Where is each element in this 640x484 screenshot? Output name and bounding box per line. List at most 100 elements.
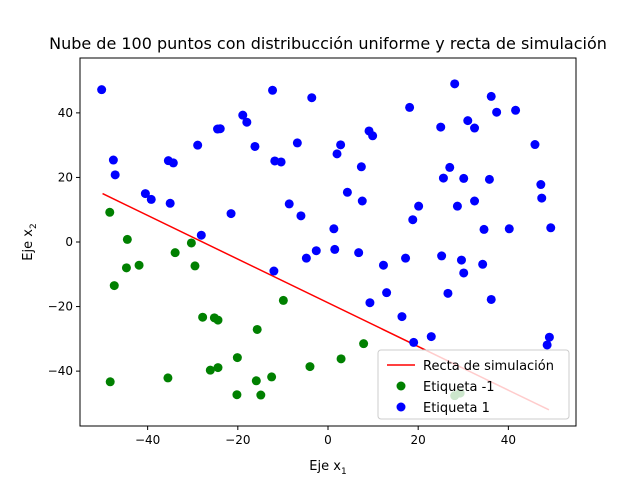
point-label-pos [452,201,462,211]
point-label-neg [134,260,144,270]
point-label-neg [359,339,369,349]
x-tick-label: 40 [501,433,516,447]
point-label-pos [110,170,120,180]
point-label-pos [408,215,418,225]
point-label-pos [456,255,466,265]
point-label-pos [238,110,248,120]
legend-green-swatch [396,381,406,391]
point-label-neg [109,281,119,291]
x-tick-label: −20 [225,433,250,447]
legend: Recta de simulación Etiqueta -1 Etiqueta… [377,349,570,420]
legend-green-label: Etiqueta -1 [423,380,495,395]
points-layer [97,79,556,401]
point-label-neg [213,315,223,325]
point-label-neg [170,248,180,258]
point-label-pos [544,332,554,342]
point-label-pos [336,140,346,150]
point-label-neg [278,295,288,305]
point-label-pos [168,158,178,168]
point-label-neg [232,390,242,400]
point-label-pos [269,266,279,276]
point-label-pos [357,196,367,206]
point-label-neg [186,238,196,248]
point-label-pos [276,157,286,167]
point-label-pos [546,223,556,233]
legend-box [377,349,570,420]
point-label-pos [226,209,236,219]
point-label-neg [122,234,132,244]
point-label-pos [382,288,392,298]
point-label-neg [256,390,266,400]
point-label-pos [301,253,311,263]
point-label-pos [329,224,339,234]
point-label-pos [97,85,107,95]
point-label-pos [437,251,447,261]
point-label-neg [105,377,115,387]
point-label-pos [459,173,469,183]
point-label-pos [330,244,340,254]
legend-blue-label: Etiqueta 1 [423,401,490,416]
y-tick-label: 20 [58,170,73,184]
point-label-pos [242,117,252,127]
point-label-pos [542,340,552,350]
point-label-neg [252,324,262,334]
point-label-pos [486,91,496,101]
point-label-pos [536,180,546,190]
point-label-neg [190,261,200,271]
point-label-pos [478,259,488,269]
point-label-pos [250,141,260,151]
point-label-neg [205,365,215,375]
point-label-pos [463,116,473,126]
point-label-pos [284,199,294,209]
point-label-pos [537,193,547,203]
point-label-pos [470,196,480,206]
point-label-pos [445,162,455,172]
point-label-pos [146,194,156,204]
x-tick-label: 0 [324,433,332,447]
point-label-pos [196,230,206,240]
point-label-neg [121,263,131,273]
point-label-pos [378,260,388,270]
point-label-neg [213,363,223,373]
point-label-pos [311,246,321,256]
point-label-pos [365,298,375,308]
point-label-pos [426,332,436,342]
point-label-pos [479,224,489,234]
point-label-pos [459,268,469,278]
legend-line-label: Recta de simulación [423,359,554,374]
x-axis-label: Eje x1 [309,459,346,477]
y-tick-label: 40 [58,106,73,120]
point-label-neg [336,354,346,364]
point-label-neg [305,362,315,372]
point-label-neg [251,376,261,386]
point-label-neg [163,373,173,383]
point-label-neg [232,353,242,363]
point-label-neg [105,207,115,217]
point-label-pos [397,312,407,322]
point-label-pos [486,294,496,304]
point-label-pos [443,288,453,298]
point-label-pos [165,198,175,208]
point-label-pos [108,155,118,165]
point-label-pos [484,174,494,184]
y-tick-label: 0 [65,235,73,249]
axis-ticks: −40 −20 0 20 40 −40 −20 0 20 40 [48,106,516,447]
point-label-pos [470,123,480,133]
point-label-pos [438,173,448,183]
point-label-pos [405,102,415,112]
point-label-pos [268,85,278,95]
legend-blue-swatch [396,402,406,412]
y-axis-label: Eje x2 [21,223,39,260]
point-label-pos [368,131,378,141]
x-tick-label: 20 [411,433,426,447]
chart-title: Nube de 100 puntos con distribucción uni… [49,34,607,53]
point-label-pos [414,201,424,211]
point-label-pos [354,248,364,258]
point-label-neg [267,372,277,382]
point-label-pos [530,140,540,150]
point-label-pos [193,140,203,150]
x-tick-label: −40 [135,433,160,447]
y-tick-label: −40 [48,364,73,378]
point-label-pos [450,79,460,89]
point-label-pos [356,162,366,172]
